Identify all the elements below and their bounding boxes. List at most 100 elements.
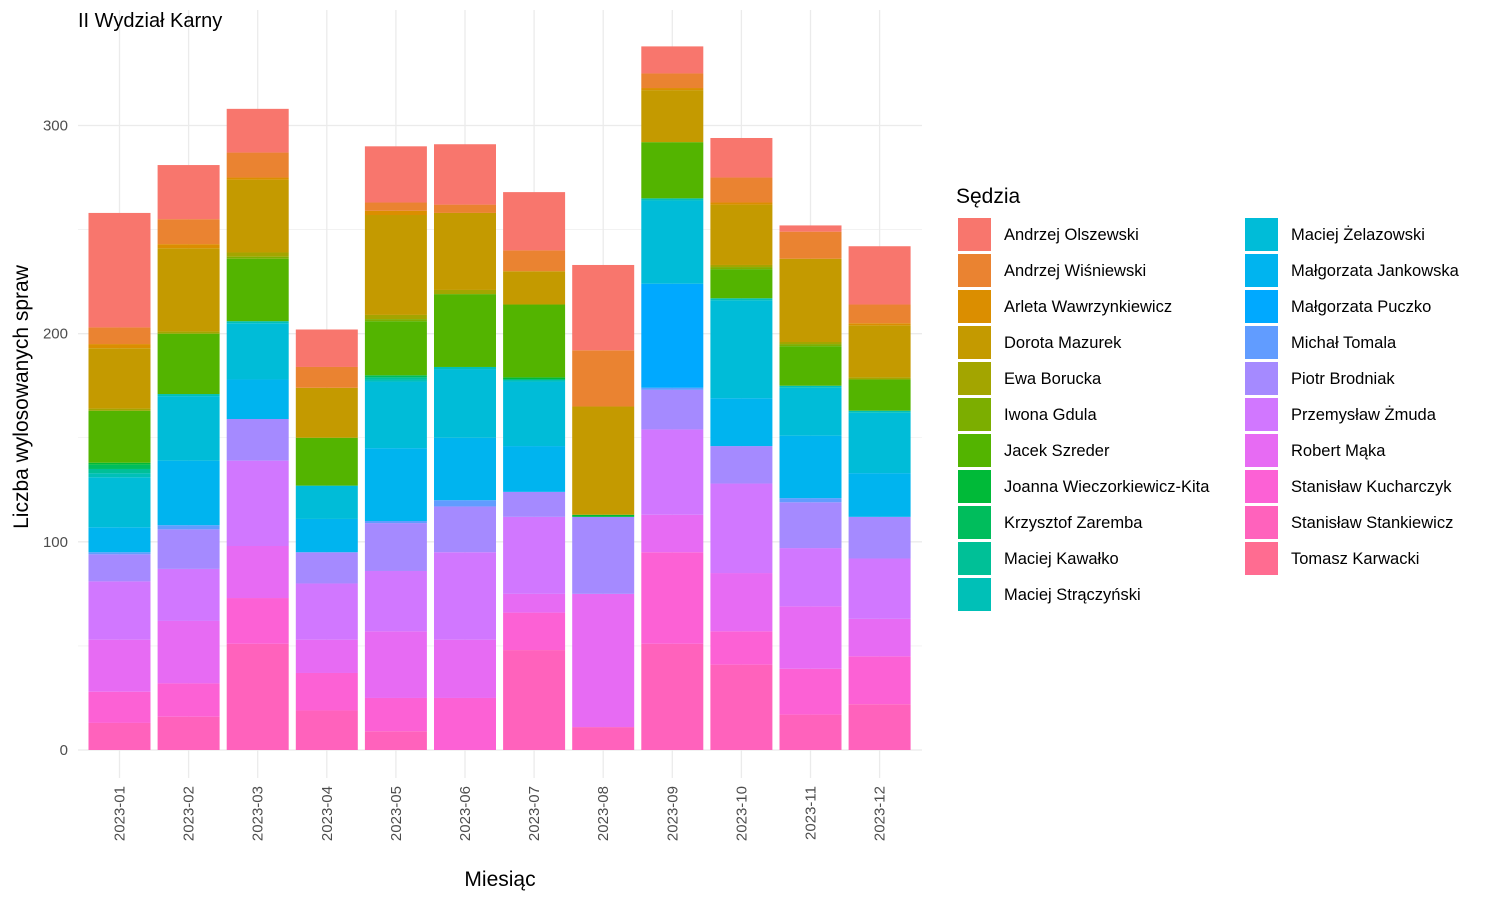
bar-segment [226, 152, 289, 178]
legend-label: Stanisław Stankiewicz [1291, 514, 1453, 532]
bar-segment [434, 204, 496, 213]
bar-stack-2023-03 [226, 108, 289, 750]
bar-segment [779, 387, 842, 436]
legend-key [958, 290, 991, 323]
legend-key [958, 254, 991, 287]
x-tick-label: 2023-03 [250, 786, 267, 841]
bar-segment [295, 485, 358, 519]
x-tick-label: 2023-12 [872, 786, 889, 841]
bar-segment [88, 581, 151, 640]
bar-segment [226, 258, 289, 322]
x-tick-label: 2023-05 [388, 786, 405, 841]
legend-key [1245, 326, 1278, 359]
bar-segment [710, 298, 773, 301]
legend-key [1245, 470, 1278, 503]
bar-segment [364, 319, 427, 322]
bar-segment [503, 593, 566, 613]
bar-segment [434, 212, 496, 290]
bar-segment [434, 144, 496, 205]
bar-segment [434, 506, 496, 553]
bar-segment [226, 323, 289, 380]
bar-segment [157, 525, 220, 530]
bar-segment [88, 408, 151, 411]
bar-segment [503, 250, 566, 272]
bar-segment [848, 379, 911, 411]
bars [88, 46, 911, 750]
bar-segment [226, 321, 289, 324]
legend-label: Arleta Wawrzynkiewicz [1004, 298, 1172, 316]
legend-item: Stanisław Stankiewicz [1245, 506, 1453, 539]
y-axis: 0 100 200 300 [43, 118, 68, 760]
legend-key [1245, 434, 1278, 467]
bar-segment [88, 212, 151, 328]
bar-segment [641, 283, 704, 388]
bar-segment [157, 683, 220, 717]
legend-key [1245, 542, 1278, 575]
bar-stack-2023-07 [503, 192, 566, 750]
bar-segment [88, 473, 151, 478]
bar-segment [88, 722, 151, 750]
legend-item: Krzysztof Zaremba [958, 506, 1143, 539]
bar-segment [641, 88, 704, 91]
y-axis-title: Liczba wylosowanych spraw [10, 264, 33, 529]
bar-stack-2023-11 [779, 225, 842, 750]
bar-segment [295, 366, 358, 388]
bar-stack-2023-12 [848, 246, 911, 750]
bar-segment [710, 398, 773, 447]
bar-segment [641, 387, 704, 390]
bar-segment [848, 325, 911, 378]
bar-segment [503, 446, 566, 492]
bar-segment [779, 258, 842, 342]
bar-segment [157, 165, 220, 220]
bar-segment [779, 385, 842, 388]
bar-segment [157, 716, 220, 750]
legend-key [1245, 506, 1278, 539]
legend-key [1245, 254, 1278, 287]
legend-key [958, 218, 991, 251]
bar-segment [434, 437, 496, 501]
bar-segment [503, 271, 566, 305]
bar-segment [641, 90, 704, 143]
bar-segment [848, 704, 911, 750]
legend-key [958, 542, 991, 575]
bar-segment [641, 643, 704, 750]
legend-item: Iwona Gdula [958, 398, 1097, 431]
bar-segment [710, 204, 773, 265]
bar-segment [364, 202, 427, 211]
bar-segment [226, 179, 289, 253]
legend-label: Robert Mąka [1291, 442, 1386, 460]
bar-segment [295, 639, 358, 673]
bar-segment [295, 329, 358, 367]
legend: Sędzia Andrzej Olszewski Andrzej Wiśniews… [956, 185, 1460, 611]
x-tick-label: 2023-10 [733, 786, 750, 841]
bar-segment [779, 548, 842, 607]
bar-segment [710, 446, 773, 484]
bar-segment [779, 714, 842, 750]
bar-segment [364, 379, 427, 382]
bar-segment [295, 583, 358, 640]
bar-segment [434, 289, 496, 295]
bar-segment [157, 568, 220, 621]
bar-segment [779, 231, 842, 259]
bar-segment [779, 435, 842, 499]
bar-segment [88, 468, 151, 474]
bar-segment [503, 192, 566, 251]
x-tick-label: 2023-01 [112, 786, 129, 841]
bar-segment [157, 331, 220, 334]
legend-key [1245, 362, 1278, 395]
legend-item: Maciej Żelazowski [1245, 218, 1425, 251]
bar-segment [295, 710, 358, 750]
bar-segment [779, 344, 842, 347]
bar-segment [848, 377, 911, 380]
legend-item: Dorota Mazurek [958, 326, 1122, 359]
legend-label: Małgorzata Jankowska [1291, 262, 1460, 280]
bar-segment [88, 552, 151, 555]
bar-segment [572, 516, 635, 594]
legend-label: Małgorzata Puczko [1291, 298, 1431, 316]
bar-segment [779, 225, 842, 232]
x-tick-label: 2023-09 [664, 786, 681, 841]
bar-segment [503, 491, 566, 517]
bar-segment [295, 437, 358, 486]
bar-segment [503, 377, 566, 380]
legend-label: Joanna Wieczorkiewicz-Kita [1004, 478, 1210, 496]
